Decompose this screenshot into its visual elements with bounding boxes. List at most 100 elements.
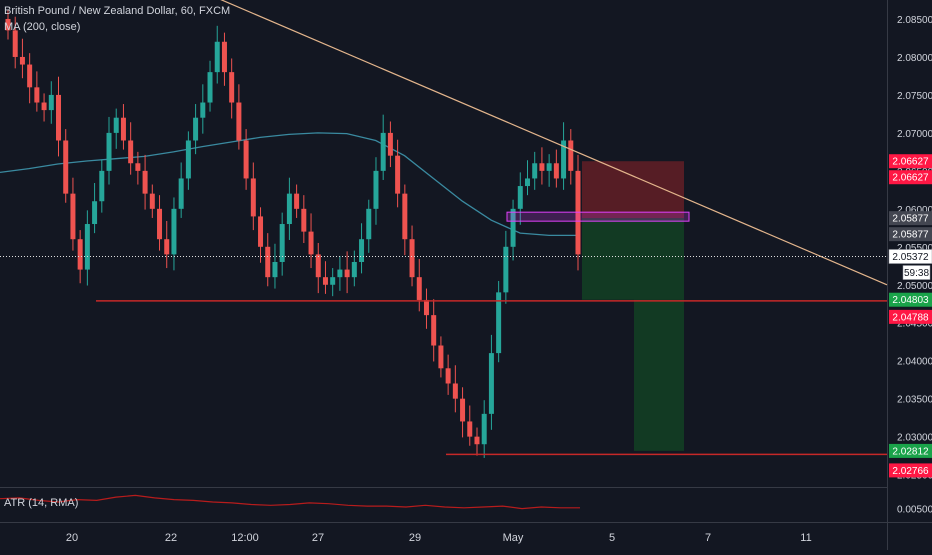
candle-body[interactable] xyxy=(135,163,141,171)
candle-body[interactable] xyxy=(532,163,538,179)
candle-body[interactable] xyxy=(106,132,112,171)
candle-body[interactable] xyxy=(481,413,487,445)
target-zone-1[interactable] xyxy=(582,218,684,300)
price-badge xyxy=(889,463,932,478)
candle-body[interactable] xyxy=(488,353,494,414)
candle-body[interactable] xyxy=(452,383,458,399)
candle-body[interactable] xyxy=(510,208,516,247)
candle-body[interactable] xyxy=(546,163,552,171)
candle-body[interactable] xyxy=(496,292,502,354)
candle-body[interactable] xyxy=(467,421,473,437)
candle-body[interactable] xyxy=(402,193,408,240)
candle-body[interactable] xyxy=(185,140,191,179)
candle-body[interactable] xyxy=(63,140,69,194)
resistance-trendline[interactable] xyxy=(213,0,888,286)
candle-body[interactable] xyxy=(373,170,379,209)
candle-body[interactable] xyxy=(56,94,62,141)
ma-200-line[interactable] xyxy=(0,132,578,237)
price-badge xyxy=(888,249,932,264)
price-tick-label: 2.06000 xyxy=(897,205,932,216)
price-badge xyxy=(889,309,932,324)
candle-body[interactable] xyxy=(84,224,90,270)
candle-body[interactable] xyxy=(92,201,98,225)
candle-body[interactable] xyxy=(171,208,177,255)
candle-body[interactable] xyxy=(503,246,509,293)
candle-body[interactable] xyxy=(539,163,545,171)
candle-body[interactable] xyxy=(258,216,264,247)
price-badge xyxy=(889,227,932,242)
candle-body[interactable] xyxy=(193,117,199,141)
candle-body[interactable] xyxy=(387,132,393,156)
candle-body[interactable] xyxy=(568,140,574,171)
candle-body[interactable] xyxy=(366,208,372,240)
candle-body[interactable] xyxy=(330,277,336,285)
candle-body[interactable] xyxy=(34,87,40,103)
candle-body[interactable] xyxy=(308,231,314,255)
candle-body[interactable] xyxy=(351,261,357,278)
candle-body[interactable] xyxy=(128,140,134,164)
price-badge-label: 2.04788 xyxy=(892,312,929,323)
candle-body[interactable] xyxy=(445,368,451,384)
atr-legend[interactable]: ATR (14, RMA) xyxy=(4,497,79,509)
candle-body[interactable] xyxy=(553,163,559,179)
candle-body[interactable] xyxy=(99,170,105,202)
candle-body[interactable] xyxy=(149,193,155,209)
candle-body[interactable] xyxy=(142,170,148,194)
candle-body[interactable] xyxy=(315,254,321,278)
candle-body[interactable] xyxy=(200,102,206,118)
candle-body[interactable] xyxy=(272,261,278,278)
candle-body[interactable] xyxy=(157,208,163,240)
stop-loss-zone[interactable] xyxy=(582,161,684,219)
candle-body[interactable] xyxy=(438,345,444,369)
candle-body[interactable] xyxy=(48,94,54,111)
candle-body[interactable] xyxy=(178,178,184,209)
candle-body[interactable] xyxy=(322,277,328,285)
candle-body[interactable] xyxy=(77,239,83,270)
entry-box[interactable] xyxy=(506,211,690,222)
candle-body[interactable] xyxy=(113,117,119,133)
candle-body[interactable] xyxy=(517,186,523,209)
candle-body[interactable] xyxy=(265,246,271,278)
candle-body[interactable] xyxy=(416,277,422,300)
candle-body[interactable] xyxy=(207,72,213,103)
price-badge-label: 2.06627 xyxy=(892,173,929,184)
candle-body[interactable] xyxy=(120,117,126,141)
candle-body[interactable] xyxy=(359,239,365,262)
candle-body[interactable] xyxy=(431,315,437,346)
candle-body[interactable] xyxy=(243,140,249,179)
symbol-title[interactable]: British Pound / New Zealand Dollar, 60, … xyxy=(4,5,231,17)
candle-body[interactable] xyxy=(460,398,466,422)
time-tick-label: 22 xyxy=(165,532,177,544)
target-zone-2[interactable] xyxy=(634,299,684,451)
candle-body[interactable] xyxy=(279,224,285,262)
candle-body[interactable] xyxy=(301,208,307,232)
candle-body[interactable] xyxy=(409,239,415,278)
candle-body[interactable] xyxy=(229,72,235,103)
candle-body[interactable] xyxy=(164,239,170,255)
candle-body[interactable] xyxy=(380,132,386,171)
candle-body[interactable] xyxy=(41,102,47,111)
candle-body[interactable] xyxy=(286,193,292,225)
candle-body[interactable] xyxy=(12,30,18,57)
candle-body[interactable] xyxy=(250,178,256,217)
candle-body[interactable] xyxy=(27,64,33,88)
price-badge xyxy=(889,443,932,458)
candle-body[interactable] xyxy=(561,140,567,179)
ma-legend[interactable]: MA (200, close) xyxy=(4,21,81,33)
candle-body[interactable] xyxy=(19,56,25,65)
candle-body[interactable] xyxy=(423,299,429,316)
candle-body[interactable] xyxy=(294,193,300,209)
candle-body[interactable] xyxy=(395,155,401,194)
candle-body[interactable] xyxy=(344,269,350,278)
candle-body[interactable] xyxy=(236,102,242,141)
candle-body[interactable] xyxy=(337,269,343,278)
candle-body[interactable] xyxy=(70,193,76,240)
candle-body[interactable] xyxy=(5,18,11,31)
candle-body[interactable] xyxy=(474,436,480,445)
candle-body[interactable] xyxy=(214,41,220,73)
atr-line[interactable] xyxy=(0,494,580,510)
candle-body[interactable] xyxy=(221,41,227,73)
candle-body[interactable] xyxy=(524,178,530,187)
